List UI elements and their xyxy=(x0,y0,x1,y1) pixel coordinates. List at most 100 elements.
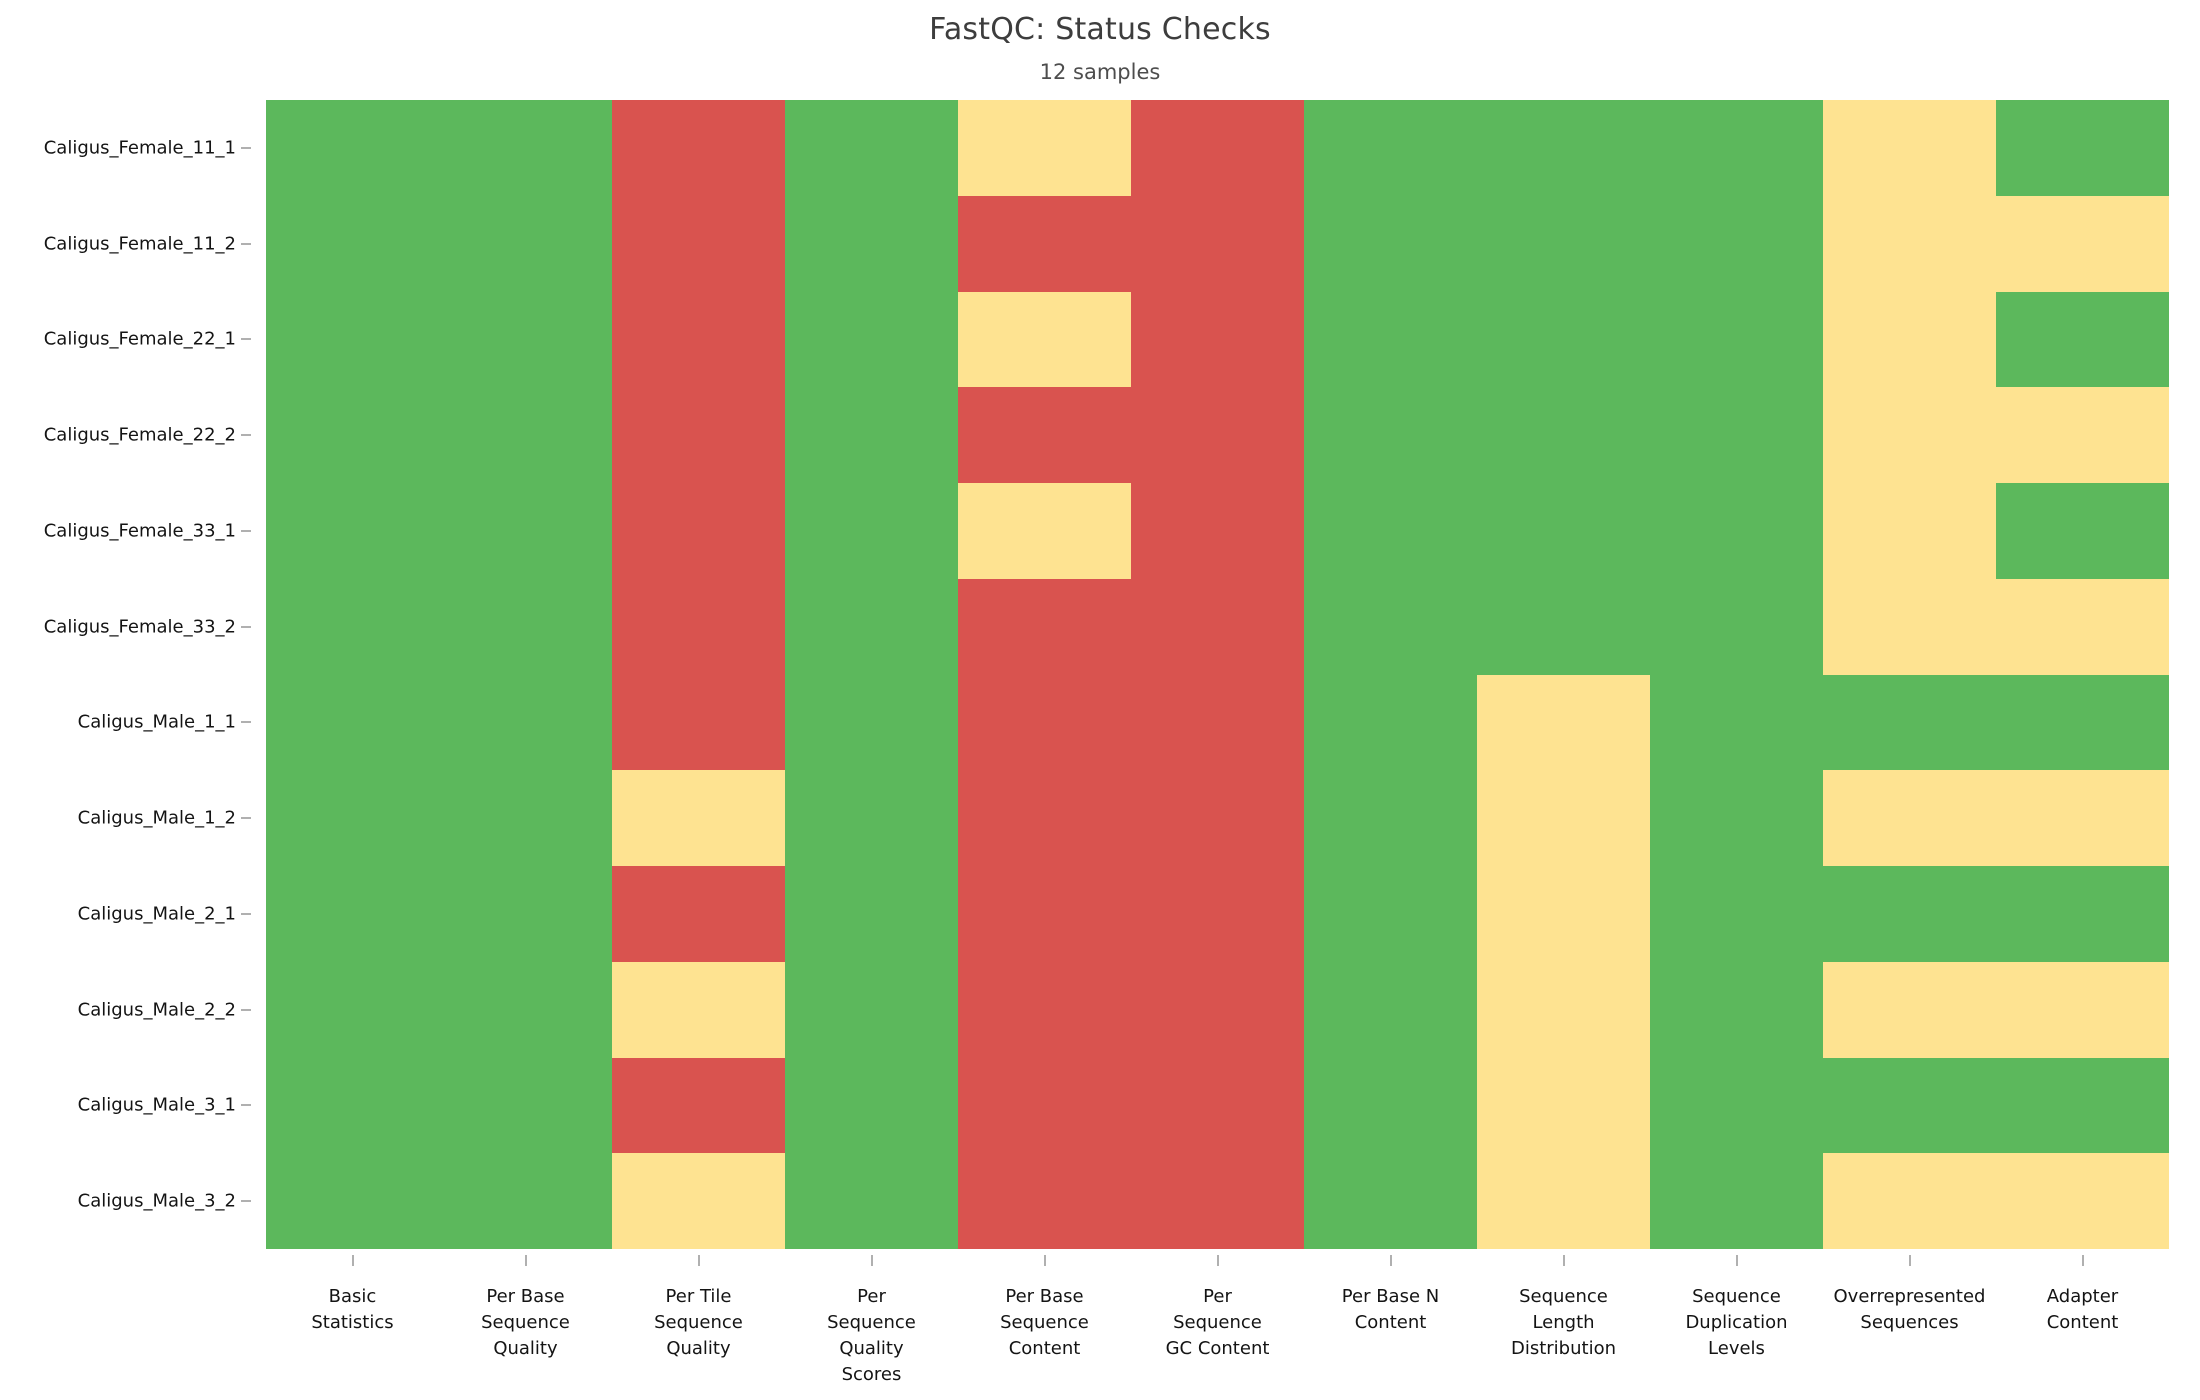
heatmap-cell xyxy=(1477,866,1650,962)
heatmap-cell xyxy=(1477,100,1650,196)
heatmap-cell xyxy=(266,387,439,483)
heatmap-cell xyxy=(266,866,439,962)
heatmap-cell xyxy=(1823,291,1996,388)
heatmap-cell xyxy=(1996,483,2169,579)
heatmap-cell xyxy=(1477,578,1650,675)
heatmap-cell xyxy=(1477,483,1650,579)
col-label: Per Tile Sequence Quality xyxy=(654,1286,743,1359)
y-tick xyxy=(241,1008,251,1011)
heatmap-cell xyxy=(1650,961,1823,1058)
y-tick xyxy=(241,912,251,915)
y-tick xyxy=(241,1200,251,1203)
heatmap-cell xyxy=(1823,1153,1996,1249)
y-tick xyxy=(241,721,251,724)
col-label: Adapter Content xyxy=(2046,1286,2119,1333)
heatmap-cell xyxy=(612,578,785,675)
heatmap-cell xyxy=(958,961,1131,1058)
heatmap-cell xyxy=(785,674,958,771)
heatmap-cell xyxy=(1304,866,1477,962)
heatmap-cell xyxy=(958,1057,1131,1154)
heatmap-cell xyxy=(1131,770,1304,866)
heatmap-cell xyxy=(439,387,612,483)
row-label: Caligus_Male_2_2 xyxy=(77,999,236,1021)
heatmap-cell xyxy=(1131,578,1304,675)
col-label: Overrepresented Sequences xyxy=(1833,1286,1986,1333)
heatmap-cell xyxy=(1131,100,1304,196)
row-label: Caligus_Male_3_2 xyxy=(77,1190,236,1212)
heatmap-cell xyxy=(958,674,1131,771)
heatmap-cell xyxy=(612,387,785,483)
heatmap-cell xyxy=(958,866,1131,962)
heatmap-cell xyxy=(785,1057,958,1154)
heatmap-cell xyxy=(1131,195,1304,292)
chart-title: FastQC: Status Checks xyxy=(929,12,1271,47)
heatmap-cell xyxy=(1823,866,1996,962)
heatmap-cell xyxy=(785,866,958,962)
heatmap-cell xyxy=(785,1153,958,1249)
heatmap-cell xyxy=(1650,1057,1823,1154)
col-label: Per Base Sequence Content xyxy=(1000,1286,1089,1359)
heatmap-cell xyxy=(1131,961,1304,1058)
row-label: Caligus_Female_22_2 xyxy=(43,424,236,446)
heatmap-cell xyxy=(1304,961,1477,1058)
heatmap-cell xyxy=(266,1153,439,1249)
heatmap-cell xyxy=(439,1153,612,1249)
heatmap-cell xyxy=(1996,195,2169,292)
heatmap-cell xyxy=(1304,770,1477,866)
y-tick xyxy=(241,1104,251,1107)
heatmap-cell xyxy=(1823,770,1996,866)
heatmap-cell xyxy=(1477,291,1650,388)
heatmap-cell xyxy=(1823,578,1996,675)
col-label: Basic Statistics xyxy=(311,1286,394,1333)
heatmap-cell xyxy=(612,195,785,292)
heatmap-cell xyxy=(1131,1153,1304,1249)
y-tick xyxy=(241,146,251,149)
y-tick xyxy=(241,817,251,820)
heatmap-cell xyxy=(612,291,785,388)
heatmap-cell xyxy=(612,483,785,579)
heatmap-cell xyxy=(1304,578,1477,675)
heatmap-cell xyxy=(1823,387,1996,483)
heatmap-cell xyxy=(958,291,1131,388)
col-label: Per Sequence Quality Scores xyxy=(827,1286,916,1385)
x-tick xyxy=(1735,1255,1738,1266)
heatmap-cell xyxy=(266,100,439,196)
col-label: Per Sequence GC Content xyxy=(1165,1286,1270,1359)
heatmap-cell xyxy=(785,961,958,1058)
heatmap-cell xyxy=(612,100,785,196)
row-label: Caligus_Female_11_2 xyxy=(43,233,236,255)
heatmap-cell xyxy=(1304,195,1477,292)
heatmap-cell xyxy=(1304,100,1477,196)
heatmap-cell xyxy=(1650,291,1823,388)
heatmap-cell xyxy=(958,578,1131,675)
y-tick xyxy=(241,242,251,245)
x-tick xyxy=(351,1255,354,1266)
heatmap-cell xyxy=(1823,483,1996,579)
heatmap-cell xyxy=(1650,483,1823,579)
heatmap-cell xyxy=(439,195,612,292)
heatmap-cell xyxy=(1131,866,1304,962)
heatmap-cell xyxy=(1996,387,2169,483)
x-tick xyxy=(870,1255,873,1266)
heatmap-cell xyxy=(1304,1153,1477,1249)
heatmap-cell xyxy=(439,1057,612,1154)
heatmap-cell xyxy=(1304,483,1477,579)
y-tick xyxy=(241,338,251,341)
heatmap-cell xyxy=(1996,1153,2169,1249)
heatmap-cell xyxy=(785,195,958,292)
heatmap-cell xyxy=(958,770,1131,866)
heatmap-cell xyxy=(439,100,612,196)
heatmap-cell xyxy=(1996,578,2169,675)
heatmap-cell xyxy=(1996,100,2169,196)
heatmap-cell xyxy=(1650,387,1823,483)
heatmap-cell xyxy=(612,1057,785,1154)
heatmap-cell xyxy=(266,195,439,292)
heatmap-cell xyxy=(266,674,439,771)
x-tick xyxy=(1389,1255,1392,1266)
heatmap-cell xyxy=(1304,674,1477,771)
row-label: Caligus_Female_33_2 xyxy=(43,616,236,638)
col-label: Sequence Length Distribution xyxy=(1510,1286,1616,1359)
row-label: Caligus_Female_33_1 xyxy=(43,520,236,542)
heatmap-cell xyxy=(1477,674,1650,771)
heatmap-cell xyxy=(1477,387,1650,483)
